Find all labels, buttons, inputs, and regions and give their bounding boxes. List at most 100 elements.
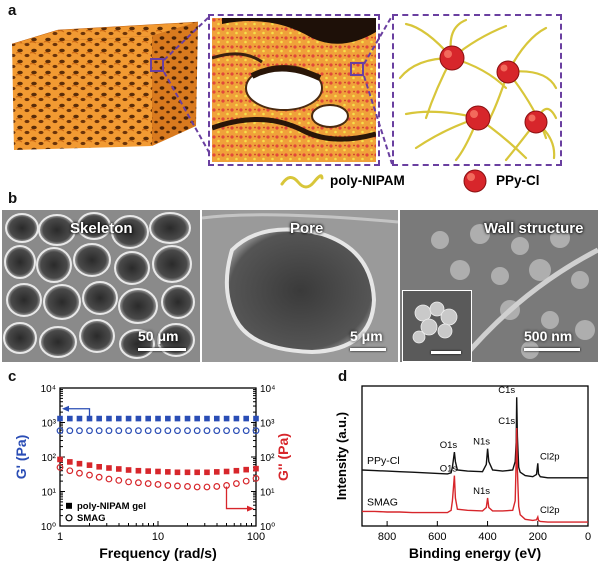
y-tick-label-right: 10⁰ <box>260 522 275 533</box>
data-point <box>184 427 191 435</box>
y-tick-label-right: 10⁴ <box>260 384 275 395</box>
series-label: SMAG <box>367 496 398 508</box>
peak-label: N1s <box>473 486 490 497</box>
sem-title-skeleton: Skeleton <box>70 220 133 237</box>
data-point <box>252 474 260 482</box>
data-point <box>57 456 63 463</box>
data-point <box>125 415 132 422</box>
data-point <box>233 480 240 487</box>
data-point <box>193 427 201 435</box>
scale-label-wall: 500 nm <box>524 328 573 344</box>
data-point <box>115 427 123 435</box>
scale-bar-pore <box>350 348 386 351</box>
data-point <box>57 415 63 422</box>
x-axis-label: Frequency (rad/s) <box>99 545 216 561</box>
porous-sheet-illustration <box>212 18 376 162</box>
data-point <box>155 415 161 422</box>
x-tick-label: 400 <box>478 531 496 543</box>
data-point <box>155 468 161 475</box>
data-point <box>154 481 162 488</box>
data-point <box>213 415 220 422</box>
panel-c-label: c <box>8 368 17 385</box>
plot-frame-d <box>361 385 589 527</box>
data-point <box>86 462 93 468</box>
data-point <box>76 460 83 467</box>
y-axis-label: Intensity (a.u.) <box>334 412 349 500</box>
zoom-connector-2 <box>363 15 393 165</box>
data-point <box>125 427 132 435</box>
zoom-connector-1 <box>163 15 211 155</box>
data-point <box>105 475 113 483</box>
y-tick-label-right: 10¹ <box>260 488 275 499</box>
panel-a-label: a <box>8 2 17 19</box>
legend-marker-filled <box>66 502 72 509</box>
data-point <box>184 483 191 490</box>
inset-scale-bar <box>431 351 461 354</box>
data-point <box>223 427 230 435</box>
data-point <box>252 427 260 435</box>
y-axis-label-left: G' (Pa) <box>13 435 29 480</box>
zoom-frame-particles <box>392 14 562 166</box>
arrow-left-head <box>62 405 69 412</box>
y-tick-label-left: 10² <box>42 453 57 464</box>
peak-label: Cl2p <box>540 451 560 462</box>
series-0 <box>57 415 259 422</box>
peak-label: C1s <box>498 416 515 427</box>
data-point <box>96 463 102 470</box>
x-axis-label: Binding energy (eV) <box>409 545 541 561</box>
y-tick-label-left: 10³ <box>42 419 57 430</box>
x-tick-label: 600 <box>428 531 446 543</box>
data-point <box>164 427 172 435</box>
peak-label: O1s <box>440 440 458 451</box>
data-point <box>56 463 64 471</box>
data-point <box>204 415 210 422</box>
sem-image-wall-structure: Wall structure 500 nm <box>400 210 598 362</box>
data-point <box>95 427 103 435</box>
data-point <box>223 468 230 475</box>
series-line-0 <box>361 397 588 479</box>
peak-label: N1s <box>473 437 490 448</box>
data-point <box>125 467 132 473</box>
ppy-polymer-network-illustration <box>398 18 558 162</box>
sem-image-pore: Pore 5 μm <box>202 210 398 362</box>
data-point <box>243 415 249 422</box>
data-point <box>145 415 151 422</box>
data-point <box>106 465 112 471</box>
legend-ppy-cl: PPy-Cl <box>496 173 540 188</box>
data-point <box>165 469 171 475</box>
data-point <box>204 469 210 476</box>
series-label: PPy-Cl <box>367 455 400 467</box>
data-point <box>253 415 259 422</box>
data-point <box>194 415 200 422</box>
arrow-left-axis <box>66 408 91 419</box>
scale-label-pore: 5 μm <box>350 328 383 344</box>
data-point <box>115 466 122 472</box>
data-point <box>144 480 152 487</box>
data-point <box>76 427 83 435</box>
scale-label-skeleton: 50 μm <box>138 328 179 344</box>
series-3 <box>56 463 260 491</box>
panel-b-label: b <box>8 190 18 207</box>
sem-image-skeleton: Skeleton 50 μm <box>2 210 200 362</box>
data-point <box>233 467 240 474</box>
data-point <box>233 427 240 435</box>
y-tick-label-left: 10⁴ <box>41 384 56 395</box>
data-point <box>86 471 93 479</box>
data-point <box>164 482 172 489</box>
data-point <box>135 467 142 474</box>
data-point <box>67 459 73 465</box>
arrow-right-head <box>247 505 254 512</box>
y-tick-label-right: 10² <box>260 453 275 464</box>
sem-title-pore: Pore <box>290 220 324 237</box>
data-point <box>243 466 249 473</box>
data-point <box>223 415 230 422</box>
polymer-chain-icon <box>280 174 324 189</box>
x-tick-label: 0 <box>585 531 591 543</box>
xps-chart: 800 600 400 200 0 Binding energy (eV) Intensit… <box>334 385 591 561</box>
data-point <box>184 415 191 422</box>
series-2 <box>57 456 259 476</box>
data-point <box>174 415 181 422</box>
x-tick-label: 10 <box>152 531 164 543</box>
data-point <box>174 427 181 435</box>
data-point <box>233 415 240 422</box>
